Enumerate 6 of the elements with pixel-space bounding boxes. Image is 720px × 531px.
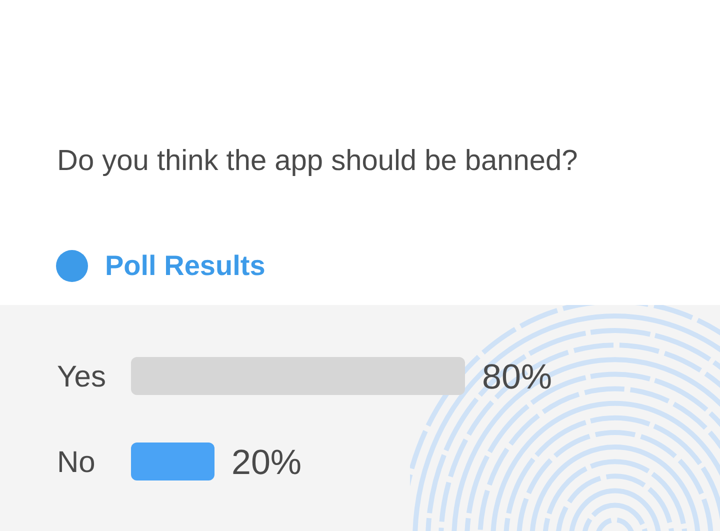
y-tick-label: No — [57, 446, 96, 480]
chart-subtitle: Poll Results — [105, 249, 266, 283]
data-label: 80% — [482, 358, 552, 397]
y-tick-label: Yes — [57, 360, 106, 394]
data-label: 20% — [232, 443, 302, 482]
chart-title: Do you think the app should be banned? — [57, 144, 578, 179]
